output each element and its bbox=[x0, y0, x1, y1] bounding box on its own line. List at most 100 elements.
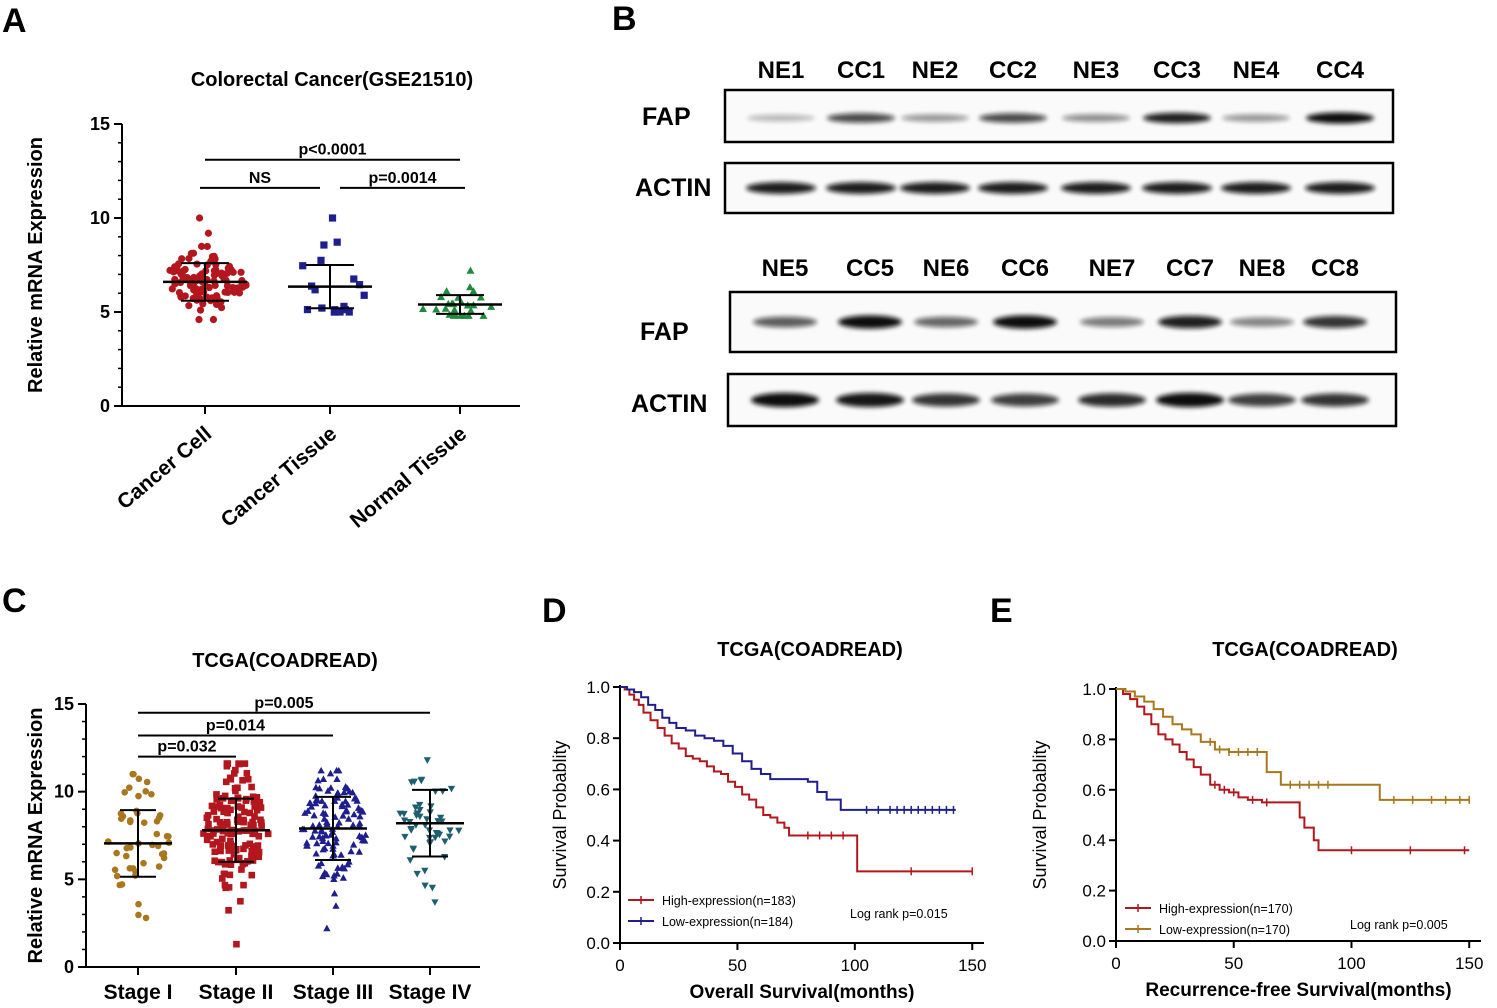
data-point bbox=[340, 302, 348, 311]
blot-membrane bbox=[723, 161, 1395, 215]
data-point bbox=[333, 870, 341, 877]
data-point bbox=[213, 269, 221, 277]
data-point bbox=[326, 769, 335, 777]
data-point bbox=[334, 864, 342, 871]
data-point bbox=[407, 825, 415, 833]
blot-band bbox=[901, 114, 969, 122]
data-point bbox=[197, 242, 206, 250]
data-point bbox=[251, 853, 259, 860]
data-point bbox=[185, 302, 193, 310]
x-tick-label: 150 bbox=[1455, 954, 1483, 973]
data-point bbox=[213, 815, 220, 823]
y-tick-label: 15 bbox=[54, 694, 74, 714]
blot-band bbox=[1230, 317, 1294, 327]
x-tick-label: 50 bbox=[1224, 954, 1243, 973]
data-point bbox=[311, 827, 319, 834]
blot-band bbox=[1303, 316, 1367, 328]
blot-band bbox=[838, 315, 902, 329]
blot-band bbox=[1221, 182, 1291, 194]
data-point bbox=[312, 799, 320, 807]
y-tick-label: 0.6 bbox=[586, 780, 610, 799]
lane-label: NE8 bbox=[1239, 255, 1286, 282]
y-tick-label: 1.0 bbox=[586, 678, 610, 697]
data-point bbox=[135, 911, 142, 919]
data-point bbox=[230, 770, 238, 777]
lane-label: CC3 bbox=[1153, 57, 1201, 84]
y-tick-label: 0.2 bbox=[586, 883, 610, 902]
x-category-label: Stage II bbox=[199, 981, 274, 1004]
data-point bbox=[237, 897, 244, 905]
chart-title: TCGA(COADREAD) bbox=[192, 650, 378, 672]
y-tick-label: 0.8 bbox=[586, 729, 610, 748]
data-point bbox=[401, 833, 409, 841]
panel-label-c: C bbox=[2, 582, 27, 620]
x-tick-label: 50 bbox=[728, 956, 747, 975]
data-point bbox=[319, 872, 327, 880]
data-point bbox=[361, 837, 369, 844]
data-point bbox=[221, 792, 229, 800]
data-point bbox=[195, 214, 204, 222]
data-point bbox=[323, 870, 331, 878]
data-point bbox=[428, 884, 437, 892]
data-point bbox=[173, 267, 182, 275]
data-point bbox=[466, 266, 475, 274]
data-point bbox=[216, 819, 224, 826]
data-point bbox=[332, 902, 340, 909]
data-point bbox=[441, 304, 450, 312]
survival-curve bbox=[1116, 688, 1470, 852]
data-point bbox=[140, 859, 147, 867]
data-point bbox=[218, 875, 226, 882]
data-point bbox=[341, 783, 350, 790]
data-point bbox=[446, 827, 454, 834]
data-point bbox=[445, 833, 454, 841]
data-point bbox=[248, 783, 255, 791]
lane-label: CC7 bbox=[1166, 255, 1214, 282]
data-point bbox=[247, 821, 254, 829]
data-point bbox=[235, 854, 243, 862]
data-point bbox=[335, 766, 343, 774]
blot-band bbox=[1305, 182, 1375, 194]
data-point bbox=[308, 833, 317, 840]
data-point bbox=[348, 788, 357, 796]
survival-curve bbox=[620, 686, 956, 811]
data-point bbox=[322, 831, 330, 839]
data-point bbox=[208, 802, 216, 810]
panel-e-chart: TCGA(COADREAD) 0.0 0.2 0.4 0.6 0.8 1.0 0 50 100 15… bbox=[1030, 639, 1483, 1001]
lane-label: CC5 bbox=[846, 255, 894, 282]
data-point bbox=[244, 775, 252, 783]
data-point bbox=[249, 793, 257, 801]
data-point bbox=[319, 775, 328, 782]
row-label-actin: ACTIN bbox=[631, 390, 707, 418]
significance-label: p=0.0014 bbox=[368, 170, 436, 187]
blot-band bbox=[1156, 392, 1224, 408]
blot-band bbox=[826, 182, 896, 194]
x-axis-label: Overall Survival(months) bbox=[690, 982, 915, 1003]
data-point bbox=[256, 798, 264, 806]
y-tick-label: 0.6 bbox=[1082, 781, 1106, 800]
data-point bbox=[442, 287, 451, 295]
data-point bbox=[242, 842, 249, 849]
blot-band bbox=[991, 393, 1059, 407]
data-point bbox=[222, 820, 229, 828]
data-point bbox=[227, 837, 234, 845]
blot-band bbox=[900, 182, 970, 194]
data-point bbox=[299, 262, 307, 270]
data-point bbox=[303, 305, 312, 314]
data-point bbox=[155, 863, 163, 870]
data-point bbox=[163, 833, 171, 840]
data-point bbox=[312, 796, 320, 803]
data-point bbox=[344, 815, 353, 822]
data-point bbox=[339, 812, 347, 819]
panel-label-b: B bbox=[612, 0, 637, 38]
data-point bbox=[312, 849, 320, 857]
data-point bbox=[315, 832, 323, 840]
data-point bbox=[230, 288, 238, 296]
data-point bbox=[122, 852, 130, 860]
data-point bbox=[140, 819, 148, 826]
log-rank-annotation: Log rank p=0.015 bbox=[850, 907, 948, 921]
data-point bbox=[213, 791, 220, 798]
x-category-label: Stage I bbox=[104, 981, 173, 1004]
y-tick-label: 0.4 bbox=[586, 832, 610, 851]
y-axis-label: Relative mRNA Expression bbox=[25, 137, 47, 393]
